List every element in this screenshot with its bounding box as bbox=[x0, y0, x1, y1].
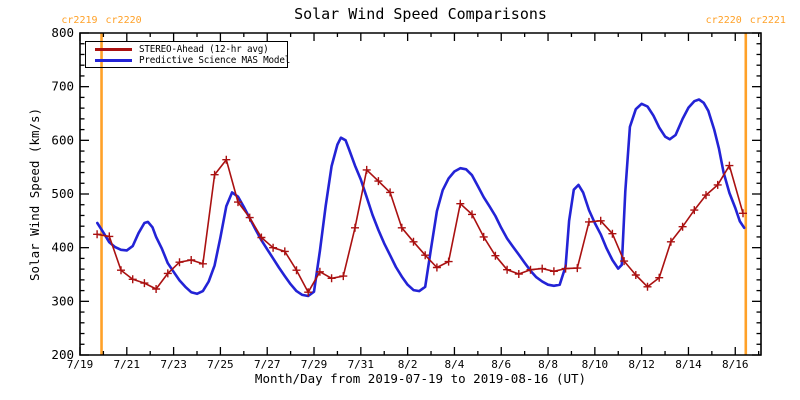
x-tick-label: 7/27 bbox=[254, 358, 281, 371]
legend-label-stereo: STEREO-Ahead (12-hr avg) bbox=[139, 44, 269, 55]
carrington-boundaries: cr2219 cr2220 cr2220 cr2221 bbox=[61, 15, 786, 355]
y-tick-label: 500 bbox=[51, 186, 74, 201]
x-tick-label: 8/2 bbox=[398, 358, 418, 371]
legend-item-mas-model: Predictive Science MAS Model bbox=[95, 55, 291, 66]
y-tick-labels: 200 300 400 500 600 700 800 bbox=[51, 25, 74, 362]
legend-item-stereo: STEREO-Ahead (12-hr avg) bbox=[95, 44, 287, 55]
x-tick-label: 8/6 bbox=[491, 358, 511, 371]
x-tick-labels: 7/19 7/21 7/23 7/25 7/27 7/29 7/31 8/2 8/4 8/6 8/8… bbox=[67, 358, 749, 371]
x-tick-label: 8/12 bbox=[628, 358, 655, 371]
y-tick-label: 800 bbox=[51, 25, 74, 40]
legend: STEREO-Ahead (12-hr avg) Predictive Scie… bbox=[85, 41, 291, 68]
y-tick-label: 200 bbox=[51, 347, 74, 362]
x-tick-label: 8/14 bbox=[675, 358, 702, 371]
stereo-line-swatch bbox=[95, 48, 132, 51]
y-tick-label: 700 bbox=[51, 79, 74, 94]
mas-model-line-swatch bbox=[95, 59, 132, 62]
mas-model-series bbox=[96, 98, 746, 298]
y-tick-label: 400 bbox=[51, 240, 74, 255]
y-tick-label: 600 bbox=[51, 132, 74, 147]
y-axis-ticks bbox=[80, 32, 761, 356]
chart-title: Solar Wind Speed Comparisons bbox=[294, 5, 547, 23]
cr-label-right: cr2220 bbox=[106, 15, 142, 26]
mas-model-series-line bbox=[96, 98, 746, 298]
x-tick-label: 7/29 bbox=[301, 358, 328, 371]
x-tick-label: 8/16 bbox=[722, 358, 749, 371]
cr-label-left: cr2219 bbox=[61, 15, 97, 26]
cr-label-left: cr2220 bbox=[706, 15, 742, 26]
x-tick-label: 7/31 bbox=[348, 358, 375, 371]
x-tick-label: 7/23 bbox=[160, 358, 187, 371]
x-tick-label: 8/10 bbox=[582, 358, 609, 371]
stereo-series bbox=[93, 155, 747, 297]
plot-frame bbox=[79, 32, 762, 356]
x-tick-label: 7/25 bbox=[207, 358, 234, 371]
legend-label-mas-model: Predictive Science MAS Model bbox=[139, 55, 291, 66]
x-axis-label: Month/Day from 2019-07-19 to 2019-08-16 … bbox=[254, 371, 587, 386]
x-tick-label: 7/21 bbox=[114, 358, 141, 371]
x-tick-label: 8/4 bbox=[444, 358, 464, 371]
y-axis-label: Solar Wind Speed (km/s) bbox=[27, 107, 42, 281]
stereo-series-markers bbox=[93, 155, 747, 297]
stereo-series-line bbox=[96, 158, 744, 294]
cr-label-right: cr2221 bbox=[750, 15, 786, 26]
x-axis-ticks bbox=[79, 33, 760, 355]
x-tick-label: 8/8 bbox=[538, 358, 558, 371]
y-tick-label: 300 bbox=[51, 293, 74, 308]
x-tick-label: 7/19 bbox=[67, 358, 94, 371]
